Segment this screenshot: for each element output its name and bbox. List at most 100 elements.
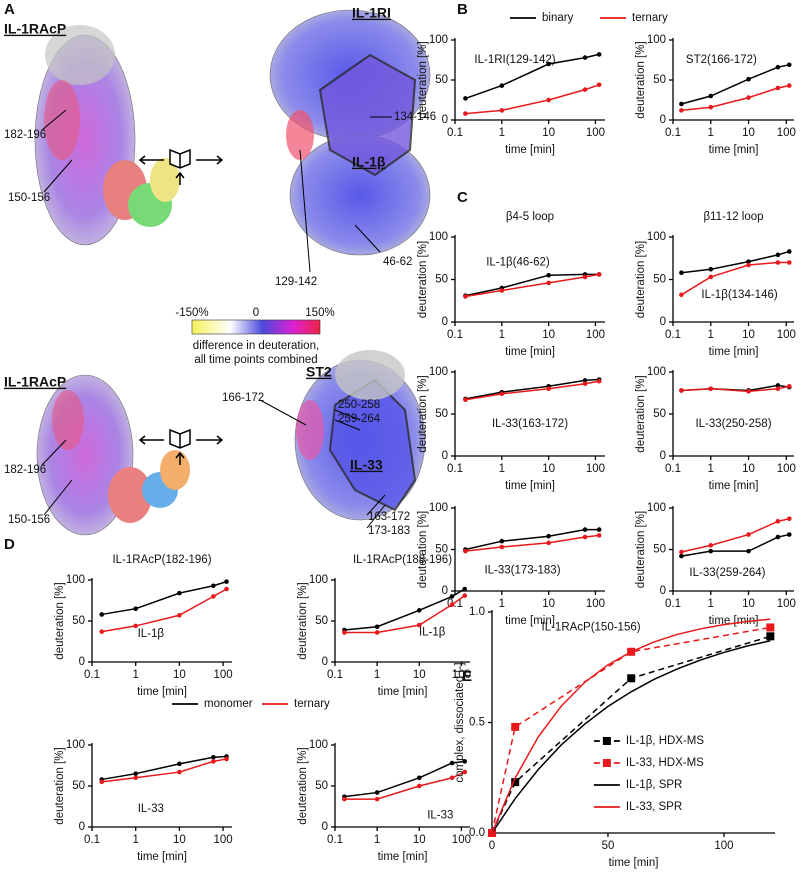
y-tick-label: 50: [315, 615, 328, 627]
y-tick-label: 0: [442, 316, 448, 328]
x-tick-label: 1: [499, 127, 505, 139]
marker: [679, 270, 684, 276]
x-axis-label: time [min]: [709, 144, 759, 156]
y-tick-label: 50: [653, 544, 666, 556]
protein-label: IL-1RI: [352, 5, 391, 21]
marker: [582, 274, 588, 280]
marker: [775, 386, 781, 392]
protein-label: IL-1RAcP: [4, 374, 66, 390]
marker: [211, 583, 216, 589]
marker: [499, 83, 505, 88]
marker: [211, 759, 216, 764]
marker: [511, 722, 520, 731]
x-tick-label: 0.1: [665, 329, 681, 341]
colorbar-label: -150%: [175, 307, 208, 319]
marker: [786, 83, 792, 88]
x-axis-label: time [min]: [137, 686, 187, 698]
marker: [462, 769, 468, 775]
marker: [746, 95, 751, 100]
x-tick-label: 1: [374, 834, 380, 846]
annotation: IL-1RAcP(150-156): [542, 622, 641, 634]
x-tick-label: 0.1: [447, 463, 463, 475]
protein-label: IL-33: [350, 457, 383, 473]
marker: [99, 779, 105, 785]
panel-letter: C: [457, 189, 468, 206]
x-axis-label: time [min]: [505, 144, 555, 156]
marker: [342, 796, 347, 802]
x-tick-label: 1: [708, 598, 714, 610]
marker: [546, 280, 551, 286]
y-axis-label: deuteration [%]: [417, 375, 429, 452]
region-label: 182-196: [4, 464, 46, 476]
x-axis-label: time [min]: [505, 480, 555, 492]
chart-title: IL-1RAcP(188-196): [353, 554, 452, 566]
series-line: [465, 380, 600, 401]
series-line: [681, 518, 790, 553]
x-tick-label: 100: [586, 127, 605, 139]
x-tick-label: 0.1: [84, 669, 100, 681]
x-tick-label: 50: [602, 840, 615, 852]
marker: [596, 82, 602, 88]
marker: [374, 790, 380, 795]
marker: [746, 548, 751, 554]
y-tick-label: 0: [79, 821, 85, 833]
region-label: 173-183: [368, 525, 410, 537]
marker: [463, 294, 468, 299]
x-axis-label: time [min]: [378, 686, 428, 698]
region-label: 134-146: [394, 111, 436, 123]
x-tick-label: 100: [777, 329, 796, 341]
x-axis-label: time [min]: [378, 851, 428, 863]
marker: [596, 533, 602, 538]
region-label: 150-156: [8, 192, 50, 204]
marker: [177, 769, 182, 775]
marker: [211, 755, 216, 760]
y-tick-label: 0: [322, 821, 328, 833]
marker: [449, 775, 455, 781]
marker: [374, 624, 380, 630]
y-axis-label: deuteration [%]: [54, 747, 66, 824]
y-axis-label: deuteration [%]: [417, 241, 429, 318]
marker: [679, 108, 684, 113]
marker: [499, 391, 505, 397]
x-axis-label: time [min]: [709, 480, 759, 492]
marker: [679, 553, 684, 559]
y-tick-label: 100: [647, 231, 666, 243]
series-line: [465, 84, 600, 115]
panel-letter: E: [462, 668, 472, 685]
y-tick-label: 0: [442, 114, 448, 126]
x-tick-label: 10: [413, 669, 426, 681]
marker: [224, 756, 229, 762]
x-tick-label: 10: [173, 669, 186, 681]
region-label: 46-62: [383, 256, 412, 268]
marker: [499, 538, 505, 544]
marker: [99, 629, 105, 634]
y-tick-label: 50: [653, 74, 666, 86]
marker: [786, 249, 792, 254]
series-line: [491, 639, 771, 834]
y-tick-label: 0: [660, 316, 666, 328]
marker: [449, 602, 455, 607]
protein-label: IL-1RAcP: [4, 21, 66, 37]
x-tick-label: 1: [499, 598, 505, 610]
marker: [775, 85, 781, 91]
x-tick-label: 1: [708, 463, 714, 475]
y-tick-label: 100: [429, 34, 448, 46]
y-tick-label: 0: [660, 450, 666, 462]
marker: [211, 594, 216, 599]
annotation: IL-33: [138, 803, 164, 815]
x-tick-label: 1: [132, 834, 138, 846]
y-tick-label: 100: [66, 574, 85, 586]
x-tick-label: 0.1: [665, 463, 681, 475]
marker: [775, 383, 781, 388]
x-tick-label: 0.1: [84, 834, 100, 846]
x-tick-label: 100: [586, 463, 605, 475]
marker: [786, 383, 792, 389]
y-tick-label: 0.0: [469, 827, 485, 839]
marker: [546, 61, 551, 67]
x-tick-label: 0.1: [665, 598, 681, 610]
book-arrows: [138, 148, 224, 465]
x-tick-label: 100: [777, 127, 796, 139]
annotation: IL-1β(134-146): [701, 289, 777, 301]
region-label: 163-172: [368, 511, 410, 523]
